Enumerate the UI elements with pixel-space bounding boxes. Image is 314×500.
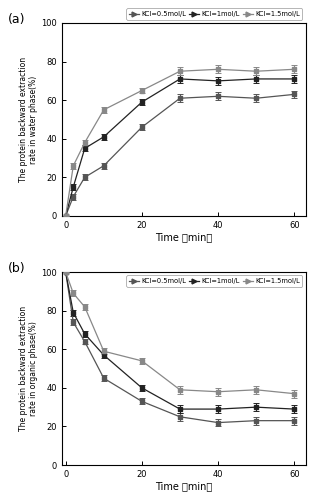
Text: (b): (b) [8, 262, 26, 276]
Legend: KCl=0.5mol/L, KCl=1mol/L, KCl=1.5mol/L: KCl=0.5mol/L, KCl=1mol/L, KCl=1.5mol/L [126, 8, 302, 20]
X-axis label: Time （min）: Time （min） [155, 482, 212, 492]
Text: (a): (a) [8, 14, 26, 26]
Y-axis label: The protein backward extraction
rate in organic phase(%): The protein backward extraction rate in … [19, 306, 39, 431]
Legend: KCl=0.5mol/L, KCl=1mol/L, KCl=1.5mol/L: KCl=0.5mol/L, KCl=1mol/L, KCl=1.5mol/L [126, 276, 302, 287]
X-axis label: Time （min）: Time （min） [155, 232, 212, 242]
Y-axis label: The protein backward extraction
rate in water phase(%): The protein backward extraction rate in … [19, 57, 39, 182]
